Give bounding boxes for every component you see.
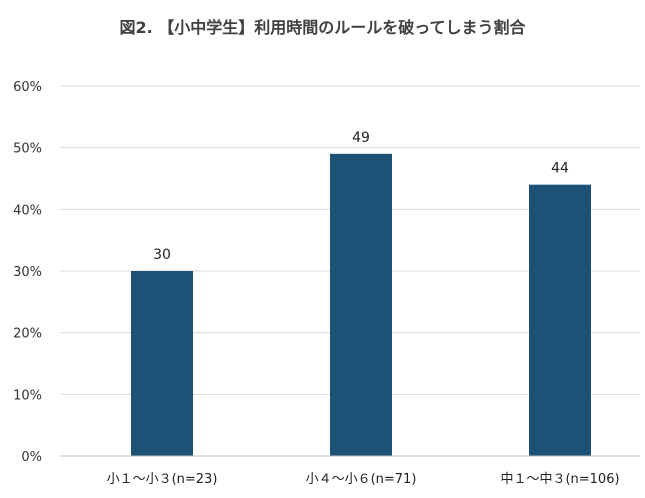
x-axis-categories: 小１～小３(n=23) 小４～小６(n=71) 中１～中３(n=106) [107, 472, 620, 487]
data-labels: 30 49 44 [153, 130, 569, 263]
x-category-label: 小１～小３(n=23) [107, 472, 218, 487]
y-tick-label: 50% [13, 142, 42, 157]
bar [330, 153, 392, 457]
y-tick-label: 0% [21, 450, 42, 465]
y-tick-label: 60% [13, 80, 42, 95]
y-tick-label: 30% [13, 265, 42, 280]
data-label: 44 [551, 161, 569, 177]
x-category-label: 中１～中３(n=106) [500, 472, 619, 487]
chart-title: 図2. 【小中学生】利用時間のルールを破ってしまう割合 [119, 18, 526, 37]
y-tick-label: 40% [13, 203, 42, 218]
bar [529, 184, 591, 456]
data-label: 30 [153, 247, 171, 263]
y-tick-label: 20% [13, 327, 42, 342]
y-tick-label: 10% [13, 388, 42, 403]
data-label: 49 [352, 130, 370, 146]
bars [131, 153, 591, 457]
bar [131, 271, 193, 456]
x-category-label: 小４～小６(n=71) [306, 472, 417, 487]
y-axis-ticks: 0% 10% 20% 30% 40% 50% 60% [13, 80, 42, 465]
